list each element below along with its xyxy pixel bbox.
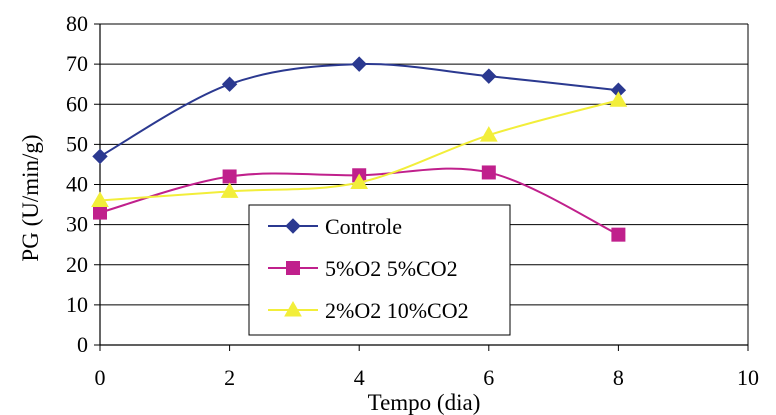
- y-tick-label-0: 0: [77, 332, 88, 357]
- y-tick-labels: 0 10 20 30 40 50 60 70 80: [66, 11, 88, 357]
- point-0-0: [92, 148, 108, 165]
- point-2-1: [220, 182, 239, 198]
- legend-marker-1: [286, 261, 300, 275]
- point-1-3: [481, 165, 496, 180]
- y-axis-label: PG (U/min/g): [18, 134, 43, 261]
- y-tick-label-10: 10: [66, 292, 88, 317]
- x-tick-label-4: 4: [354, 365, 365, 390]
- series-2: [91, 91, 628, 208]
- series-line-0: [99, 62, 619, 158]
- point-2-0: [91, 191, 109, 208]
- series-layer: [91, 56, 628, 242]
- legend: Controle 5%O2 5%CO2 2%O2 10%CO2: [248, 204, 511, 336]
- series-0: [92, 56, 627, 165]
- x-tick-labels: 0 2 4 6 8 10: [95, 365, 760, 390]
- y-tick-label-50: 50: [66, 131, 88, 156]
- x-axis-label: Tempo (dia): [368, 390, 481, 415]
- point-0-2: [351, 56, 367, 72]
- point-1-1: [222, 169, 237, 184]
- legend-label-2: 2%O2 10%CO2: [325, 298, 469, 323]
- point-1-4: [611, 227, 626, 242]
- point-2-4: [609, 91, 628, 107]
- x-tick-label-2: 2: [224, 365, 235, 390]
- legend-label-1: 5%O2 5%CO2: [325, 256, 458, 281]
- point-0-3: [481, 68, 497, 84]
- x-tick-label-0: 0: [95, 365, 106, 390]
- point-1-0: [93, 205, 107, 220]
- point-2-2: [350, 173, 369, 189]
- x-tick-label-6: 6: [483, 365, 494, 390]
- y-tick-label-30: 30: [66, 212, 88, 237]
- y-tick-label-80: 80: [66, 11, 88, 36]
- point-0-1: [221, 76, 238, 92]
- y-tick-label-20: 20: [66, 252, 88, 277]
- y-tick-label-70: 70: [66, 51, 88, 76]
- x-tick-label-8: 8: [613, 365, 624, 390]
- y-tick-label-60: 60: [66, 91, 88, 116]
- axes: [94, 23, 749, 351]
- point-2-3: [479, 126, 498, 142]
- legend-marker-2: [284, 300, 302, 317]
- legend-marker-0: [285, 218, 301, 234]
- x-tick-label-10: 10: [737, 365, 759, 390]
- legend-label-0: Controle: [325, 214, 402, 239]
- y-tick-label-40: 40: [66, 172, 88, 197]
